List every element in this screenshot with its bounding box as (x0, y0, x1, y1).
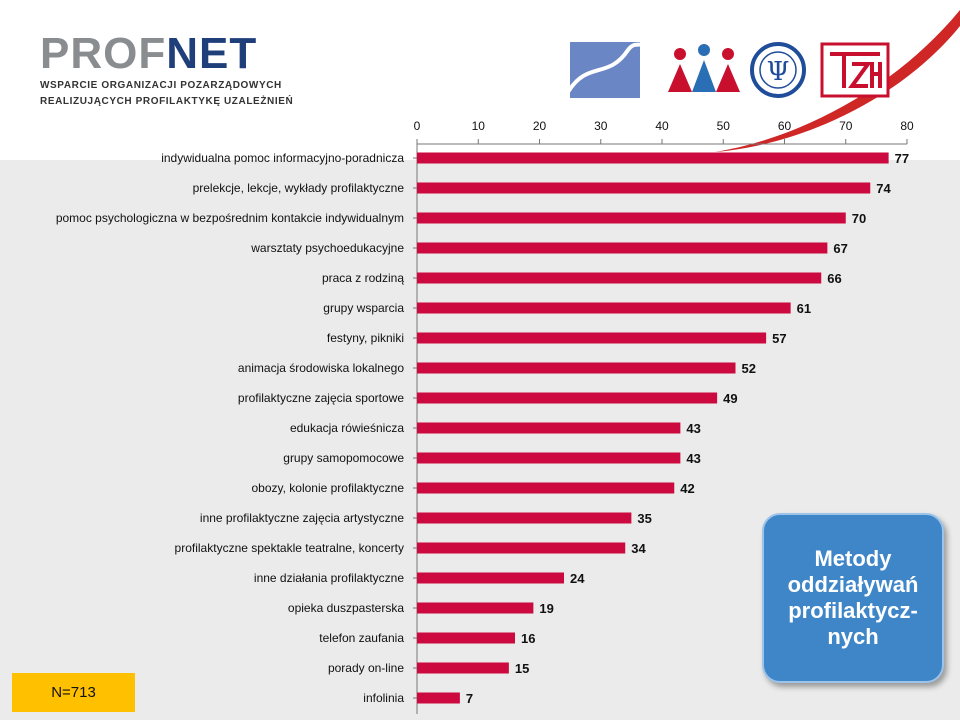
bar (417, 572, 564, 584)
bar (417, 692, 460, 704)
sample-size-text: N=713 (51, 684, 96, 701)
bar (417, 242, 828, 254)
category-label: profilaktyczne spektakle teatralne, konc… (175, 541, 404, 555)
value-label: 43 (686, 451, 700, 466)
callout-text: Metody oddziaływań profilaktycz- nych (787, 546, 919, 649)
category-label: praca z rodziną (322, 271, 404, 285)
value-label: 52 (742, 361, 756, 376)
value-label: 67 (833, 241, 847, 256)
bar (417, 302, 791, 314)
bar (417, 662, 509, 674)
category-label: pomoc psychologiczna w bezpośrednim kont… (56, 211, 404, 225)
logo-word-net: NET (166, 29, 258, 78)
bar (417, 452, 681, 464)
bar (417, 212, 846, 224)
x-tick-label: 60 (778, 119, 792, 133)
category-label: obozy, kolonie profilaktyczne (251, 481, 404, 495)
category-label: opieka duszpasterska (288, 601, 404, 615)
value-label: 16 (521, 631, 535, 646)
value-label: 15 (515, 661, 529, 676)
value-label: 42 (680, 481, 694, 496)
value-label: 61 (797, 301, 811, 316)
value-label: 70 (852, 211, 866, 226)
bar (417, 602, 534, 614)
category-label: animacja środowiska lokalnego (238, 361, 404, 375)
category-label: edukacja rówieśnicza (290, 421, 404, 435)
bar (417, 152, 889, 164)
value-label: 77 (895, 151, 909, 166)
value-label: 49 (723, 391, 737, 406)
category-label: inne profilaktyczne zajęcia artystyczne (200, 511, 404, 525)
value-label: 74 (876, 181, 891, 196)
bar (417, 542, 626, 554)
people-logo (668, 44, 740, 92)
category-label: inne działania profilaktyczne (254, 571, 404, 585)
partner-logos: Ψ (568, 42, 890, 98)
bar (417, 422, 681, 434)
sample-size-badge: N=713 (12, 673, 135, 712)
bar (417, 512, 632, 524)
category-label: indywidualna pomoc informacyjno-poradnic… (161, 151, 404, 165)
value-label: 35 (637, 511, 651, 526)
x-tick-label: 70 (839, 119, 853, 133)
x-tick-label: 40 (655, 119, 669, 133)
x-tick-label: 10 (472, 119, 486, 133)
x-tick-label: 30 (594, 119, 608, 133)
value-label: 43 (686, 421, 700, 436)
logo-tagline-2: REALIZUJĄCYCH PROFILAKTYKĘ UZALEŻNIEŃ (40, 96, 294, 107)
value-label: 66 (827, 271, 841, 286)
x-tick-label: 50 (717, 119, 731, 133)
bar (417, 362, 736, 374)
bar (417, 182, 871, 194)
bar (417, 332, 767, 344)
value-label: 34 (631, 541, 646, 556)
category-label: grupy samopomocowe (283, 451, 404, 465)
category-label: infolinia (363, 691, 404, 705)
x-tick-label: 80 (900, 119, 914, 133)
profnet-logo: PROFNET WSPARCIE ORGANIZACJI POZARZĄDOWY… (40, 32, 293, 108)
topic-callout: Metody oddziaływań profilaktycz- nych (762, 513, 944, 683)
bar (417, 392, 718, 404)
category-label: telefon zaufania (319, 631, 404, 645)
psychology-seal-logo: Ψ (750, 42, 806, 98)
category-label: warsztaty psychoedukacyjne (250, 241, 404, 255)
x-tick-label: 20 (533, 119, 547, 133)
value-label: 57 (772, 331, 786, 346)
bar (417, 482, 675, 494)
category-label: porady on-line (328, 661, 404, 675)
svg-text:Ψ: Ψ (767, 57, 790, 87)
value-label: 24 (570, 571, 585, 586)
wave-logo (568, 42, 643, 98)
category-label: profilaktyczne zajęcia sportowe (238, 391, 404, 405)
category-label: prelekcje, lekcje, wykłady profilaktyczn… (193, 181, 405, 195)
bar (417, 272, 822, 284)
value-label: 19 (539, 601, 553, 616)
bar (417, 632, 515, 644)
value-label: 7 (466, 691, 473, 706)
tzn-logo (820, 42, 890, 98)
logo-word-prof: PROF (40, 29, 167, 78)
x-tick-label: 0 (414, 119, 421, 133)
category-label: grupy wsparcia (323, 301, 404, 315)
category-label: festyny, pikniki (327, 331, 404, 345)
logo-tagline-1: WSPARCIE ORGANIZACJI POZARZĄDOWYCH (40, 80, 282, 91)
